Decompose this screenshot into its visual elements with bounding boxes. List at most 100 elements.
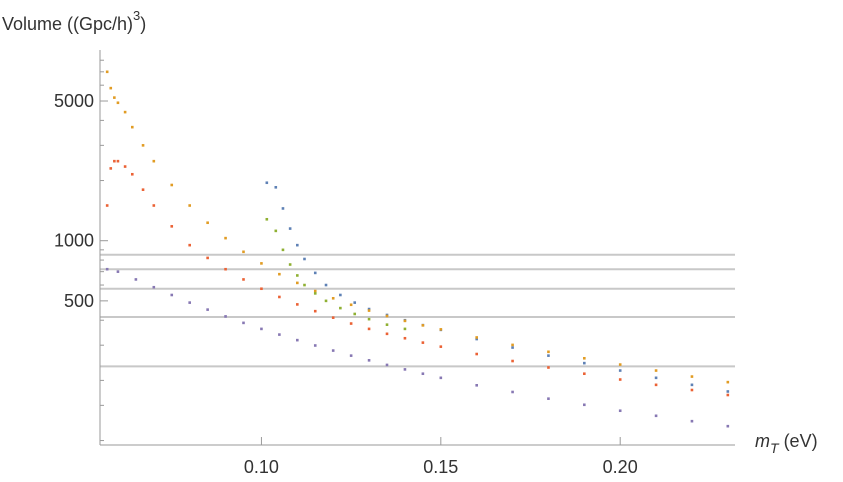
data-point [654, 369, 658, 372]
data-point [296, 338, 299, 342]
data-point [547, 397, 550, 400]
data-point [511, 390, 514, 394]
data-point [511, 346, 514, 349]
data-point [618, 409, 622, 413]
data-point [288, 263, 292, 266]
data-point [296, 281, 299, 285]
data-point [288, 227, 292, 230]
data-point [353, 312, 357, 316]
data-point [116, 159, 120, 163]
data-point [303, 283, 306, 287]
data-point [439, 345, 443, 348]
data-point [242, 321, 245, 325]
data-point [324, 299, 328, 303]
data-point [170, 183, 174, 187]
x-tick-label: 0.20 [603, 457, 638, 477]
data-point [385, 332, 389, 336]
data-point [303, 257, 306, 261]
series-5 [105, 267, 730, 428]
data-point [547, 366, 550, 369]
data-point [130, 172, 134, 176]
data-point [313, 271, 317, 275]
data-point [206, 256, 209, 260]
y-ticks: 500 1000 5000 [54, 59, 108, 442]
data-point [349, 303, 353, 307]
data-point [188, 301, 191, 304]
data-point [224, 236, 227, 240]
data-point [349, 354, 353, 357]
data-point [367, 327, 371, 331]
data-point [130, 125, 134, 129]
series-4 [105, 159, 730, 397]
data-point [265, 217, 269, 221]
data-point [583, 372, 586, 376]
data-point [296, 303, 299, 306]
data-point [141, 188, 145, 191]
data-point [421, 372, 425, 376]
data-point [141, 144, 145, 147]
data-point [726, 380, 730, 384]
data-point [274, 229, 278, 233]
data-point [123, 165, 127, 168]
data-point [403, 319, 407, 323]
data-point [134, 278, 138, 281]
data-point [583, 403, 586, 407]
data-point [188, 204, 191, 207]
data-point [170, 225, 174, 228]
data-point [726, 393, 730, 397]
data-point [511, 359, 514, 363]
data-point [654, 383, 658, 387]
series-2 [105, 70, 730, 384]
y-tick-label: 1000 [54, 231, 94, 251]
data-point [260, 262, 263, 265]
data-point [367, 359, 371, 362]
data-point [278, 272, 281, 276]
data-point [654, 414, 658, 418]
data-point [331, 296, 335, 300]
data-point [475, 352, 478, 356]
data-point [690, 383, 694, 387]
data-point [274, 186, 278, 189]
data-point [116, 270, 120, 273]
data-point [113, 159, 116, 163]
data-point [313, 289, 317, 293]
data-point [618, 369, 622, 372]
data-point [439, 328, 443, 331]
data-point [242, 250, 245, 254]
data-point [331, 349, 335, 352]
data-point [105, 70, 109, 74]
data-point [331, 316, 335, 319]
data-point [385, 314, 389, 318]
y-axis-title: Volume ((Gpc/h)3) [2, 8, 146, 34]
y-tick-label: 500 [64, 291, 94, 311]
data-point [105, 267, 109, 271]
data-point [690, 419, 694, 423]
data-point [726, 424, 730, 428]
data-point [296, 274, 299, 277]
data-point [367, 317, 371, 321]
data-point [152, 159, 156, 163]
data-point [726, 390, 730, 393]
data-point [690, 388, 694, 392]
data-point [421, 324, 425, 327]
data-point [206, 221, 209, 225]
data-point [206, 308, 209, 311]
data-point [349, 322, 353, 325]
data-point [109, 167, 113, 170]
data-point [547, 350, 550, 354]
data-point [475, 383, 478, 387]
data-point [260, 287, 263, 291]
data-point [116, 101, 120, 105]
x-axis-title: mT (eV) [755, 431, 818, 456]
y-tick-label: 5000 [54, 91, 94, 111]
data-point [324, 283, 328, 287]
data-points [105, 70, 730, 428]
data-point [296, 243, 299, 247]
data-point [123, 110, 127, 114]
data-point [313, 344, 317, 347]
data-point [690, 375, 694, 378]
data-point [152, 285, 156, 289]
data-point [188, 243, 191, 247]
data-point [278, 333, 281, 336]
data-point [403, 327, 407, 331]
